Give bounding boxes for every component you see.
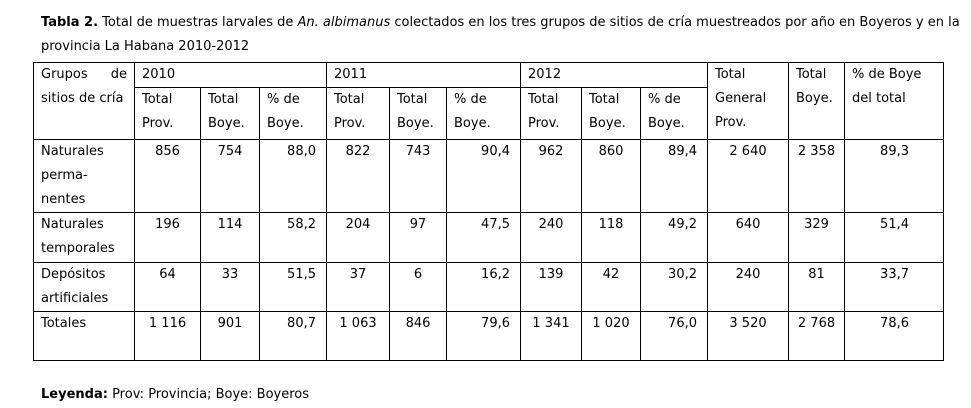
- group-header: Grupos de sitios de cría: [33, 62, 135, 140]
- cell: 640: [707, 212, 789, 263]
- cell: 822: [326, 139, 390, 213]
- cell: 42: [581, 262, 641, 312]
- cell: 1 020: [581, 311, 641, 361]
- cell: 2 768: [788, 311, 845, 361]
- row-header: Naturales temporales: [33, 212, 135, 263]
- cell: 856: [134, 139, 201, 213]
- sub-header: Total Prov.: [134, 87, 201, 140]
- cell: 30,2: [640, 262, 708, 312]
- table-row: Depósitos artificiales 64 33 51,5 37 6 16,2 139…: [33, 262, 944, 312]
- cell: 88,0: [259, 139, 327, 213]
- cell: 49,2: [640, 212, 708, 263]
- cell: 860: [581, 139, 641, 213]
- cell: 37: [326, 262, 390, 312]
- legend-label: Leyenda:: [41, 387, 108, 402]
- legend: Leyenda: Prov: Provincia; Boye: Boyeros: [41, 383, 309, 407]
- cell: 16,2: [446, 262, 521, 312]
- cell: 47,5: [446, 212, 521, 263]
- year-header: 2011: [326, 62, 521, 88]
- cell: 1 063: [326, 311, 390, 361]
- sub-header: Total Boye.: [389, 87, 447, 140]
- row-header: Totales: [33, 311, 135, 361]
- cell: 80,7: [259, 311, 327, 361]
- cell: 2 640: [707, 139, 789, 213]
- cell: 240: [520, 212, 582, 263]
- cell: 64: [134, 262, 201, 312]
- cell: 90,4: [446, 139, 521, 213]
- cell: 962: [520, 139, 582, 213]
- cell: 204: [326, 212, 390, 263]
- row-header: Naturales perma-nentes: [33, 139, 135, 213]
- cell: 6: [389, 262, 447, 312]
- cell: 89,4: [640, 139, 708, 213]
- total-header: Total Boye.: [788, 62, 845, 140]
- total-header: % de Boye del total: [844, 62, 944, 140]
- cell: 329: [788, 212, 845, 263]
- year-header: 2010: [134, 62, 327, 88]
- cell: 139: [520, 262, 582, 312]
- cell: 3 520: [707, 311, 789, 361]
- sub-header: Total Prov.: [520, 87, 582, 140]
- cell: 89,3: [844, 139, 944, 213]
- row-header: Depósitos artificiales: [33, 262, 135, 312]
- sub-header: % de Boye.: [259, 87, 327, 140]
- cell: 754: [200, 139, 260, 213]
- cell: 97: [389, 212, 447, 263]
- cell: 118: [581, 212, 641, 263]
- cell: 79,6: [446, 311, 521, 361]
- caption-species: An. albimanus: [297, 15, 391, 30]
- sub-header: % de Boye.: [640, 87, 708, 140]
- sub-header: % de Boye.: [446, 87, 521, 140]
- table-row: Totales 1 116 901 80,7 1 063 846 79,6 1 341 1 02…: [33, 311, 944, 361]
- cell: 2 358: [788, 139, 845, 213]
- table-row: Grupos de sitios de cría 2010 2011 2012 Tota…: [33, 62, 944, 140]
- cell: 33,7: [844, 262, 944, 312]
- cell: 846: [389, 311, 447, 361]
- cell: 240: [707, 262, 789, 312]
- table-row: Naturales temporales 196 114 58,2 204 97 47,5 2…: [33, 212, 944, 263]
- sub-header: Total Boye.: [581, 87, 641, 140]
- cell: 51,4: [844, 212, 944, 263]
- cell: 1 341: [520, 311, 582, 361]
- table-caption: Tabla 2. Total de muestras larvales de A…: [41, 11, 966, 59]
- year-header: 2012: [520, 62, 708, 88]
- total-header: Total General Prov.: [707, 62, 789, 140]
- cell: 76,0: [640, 311, 708, 361]
- cell: 901: [200, 311, 260, 361]
- legend-text: Prov: Provincia; Boye: Boyeros: [107, 387, 310, 402]
- table-row: Total Prov. Total Boye.% de Boye. Total Pr…: [34, 87, 944, 140]
- sub-header: Total Prov.: [326, 87, 390, 140]
- data-table: Grupos de sitios de cría 2010 2011 2012 Tota…: [33, 62, 944, 361]
- cell: 78,6: [844, 311, 944, 361]
- cell: 33: [200, 262, 260, 312]
- cell: 51,5: [259, 262, 327, 312]
- cell: 743: [389, 139, 447, 213]
- cell: 81: [788, 262, 845, 312]
- caption-text: colectados en los tres grupos de sitios …: [41, 15, 960, 54]
- table-row: Naturales perma-nentes 856 754 88,0 822 743 90…: [33, 139, 944, 213]
- caption-label: Tabla 2.: [41, 15, 99, 30]
- cell: 58,2: [259, 212, 327, 263]
- sub-header: Total Boye.: [200, 87, 260, 140]
- caption-text: Total de muestras larvales de: [98, 15, 298, 30]
- cell: 196: [134, 212, 201, 263]
- cell: 1 116: [134, 311, 201, 361]
- cell: 114: [200, 212, 260, 263]
